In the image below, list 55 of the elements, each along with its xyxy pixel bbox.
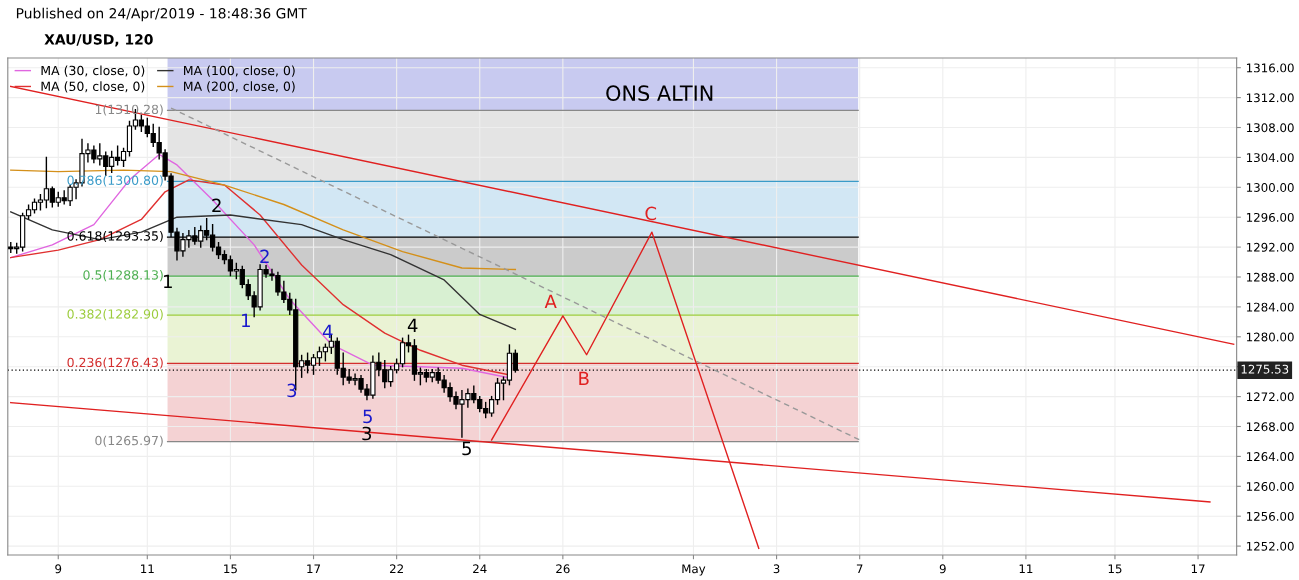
x-tick-label: 9 xyxy=(55,564,62,574)
line-series xyxy=(10,169,517,271)
ref-line-label: 0.5(1288.13) xyxy=(83,270,163,282)
ref-line-label: 0(1265.97) xyxy=(95,435,163,447)
y-tick-label: 1288.00 xyxy=(1246,272,1294,282)
annotation: 5 xyxy=(363,409,372,424)
y-tick-label: 1280.00 xyxy=(1246,332,1294,342)
x-tick-label: 17 xyxy=(1191,564,1205,574)
y-tick-label: 1292.00 xyxy=(1246,242,1294,252)
x-tick-label: 22 xyxy=(389,564,403,574)
legend-label: MA (30, close, 0) xyxy=(41,65,145,77)
annotation: A xyxy=(544,294,557,309)
x-tick-label: 11 xyxy=(1019,564,1033,574)
legend-label: MA (200, close, 0) xyxy=(184,81,295,93)
ref-line-label: 0.382(1282.90) xyxy=(67,309,163,321)
x-tick-label: 17 xyxy=(307,564,321,574)
annotation: 5 xyxy=(462,441,471,456)
annotation: C xyxy=(645,206,657,221)
y-tick-label: 1284.00 xyxy=(1246,302,1294,312)
y-tick-label: 1300.00 xyxy=(1246,183,1294,192)
x-tick-label: 15 xyxy=(1108,564,1122,574)
y-tick-label: 1268.00 xyxy=(1246,422,1294,432)
y-tick-label: 1260.00 xyxy=(1246,482,1294,491)
chart-title: XAU/USD, 120 xyxy=(44,34,153,47)
annotation: 3 xyxy=(287,383,297,398)
x-tick-label: 7 xyxy=(856,564,863,574)
annotation: ONS ALTIN xyxy=(606,85,713,102)
x-tick-label: 11 xyxy=(141,564,154,574)
annotation: 1 xyxy=(164,274,172,288)
legend-label: MA (100, close, 0) xyxy=(184,65,295,77)
x-tick-label: 3 xyxy=(773,564,780,574)
y-tick-label: 1264.00 xyxy=(1246,452,1294,462)
y-tick-label: 1316.00 xyxy=(1246,63,1294,73)
y-tick-label: 1312.00 xyxy=(1246,93,1294,103)
x-tick-label: 26 xyxy=(556,564,570,574)
x-tick-label: 15 xyxy=(224,564,237,574)
y-tick-label: 1256.00 xyxy=(1246,511,1294,521)
x-tick-label: 24 xyxy=(473,564,487,574)
legend-label: MA (50, close, 0) xyxy=(41,81,145,93)
annotation: 1 xyxy=(242,313,250,328)
ref-line-label: 0.236(1276.43) xyxy=(67,357,163,369)
annotation: 4 xyxy=(407,318,418,332)
annotation: 2 xyxy=(212,198,221,212)
annotation: 4 xyxy=(322,324,333,339)
annotation: B xyxy=(579,371,589,386)
y-tick-label: 1252.00 xyxy=(1246,541,1294,551)
annotation: 2 xyxy=(260,249,269,263)
y-tick-label: 1296.00 xyxy=(1246,212,1294,222)
y-tick-label: 1272.00 xyxy=(1246,392,1294,402)
x-tick-label: 9 xyxy=(939,564,946,574)
x-tick-label: May xyxy=(682,564,706,576)
ref-line-label: 1275.53 xyxy=(1241,364,1289,374)
y-tick-label: 1304.00 xyxy=(1246,153,1294,163)
y-tick-label: 1308.00 xyxy=(1246,123,1294,133)
text: Published on 24/Apr/2019 - 18:48:36 GMT xyxy=(16,7,307,22)
